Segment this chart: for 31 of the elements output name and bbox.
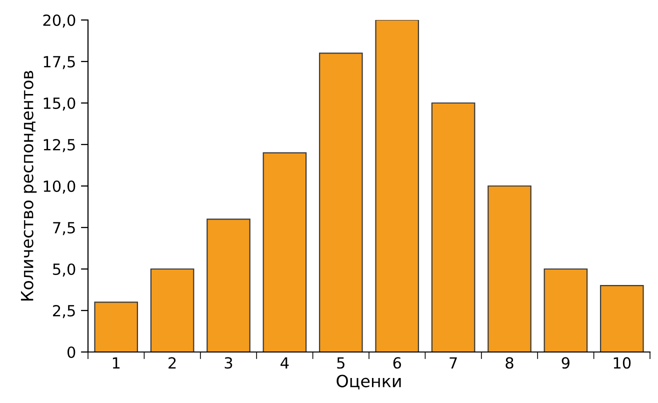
y-tick-label: 12,5 xyxy=(44,138,75,152)
y-tick-label: 0 xyxy=(67,346,76,358)
x-tick-label: 4 xyxy=(280,357,289,368)
x-tick-label: 9 xyxy=(562,357,570,369)
x-tick-label: 5 xyxy=(337,357,344,369)
x-tick-label: 7 xyxy=(450,357,457,368)
bar xyxy=(375,20,420,352)
y-tick-label: 2,5 xyxy=(53,304,75,318)
bar xyxy=(150,268,194,352)
y-tick-label: 7,5 xyxy=(53,222,75,236)
bar xyxy=(431,102,476,352)
y-tick-label: 20,0 xyxy=(43,14,76,28)
x-tick-label: 3 xyxy=(224,357,232,369)
bar xyxy=(94,302,138,352)
bar xyxy=(488,185,532,352)
y-tick-label: 5,0 xyxy=(53,263,76,277)
y-axis-title: Количество респондентов xyxy=(21,70,37,300)
y-tick-label: 15,0 xyxy=(44,97,76,111)
bar xyxy=(262,152,307,352)
bar xyxy=(544,268,588,352)
x-tick-label: 2 xyxy=(168,357,176,368)
y-tick-label: 17,5 xyxy=(44,56,75,70)
bar xyxy=(206,218,250,352)
x-tick-label: 10 xyxy=(614,357,631,369)
x-tick-label: 8 xyxy=(506,357,514,369)
x-tick-label: 1 xyxy=(112,357,120,368)
x-axis-title: Оценки xyxy=(336,374,401,390)
bar xyxy=(318,52,363,352)
x-tick-label: 6 xyxy=(393,357,401,369)
bar xyxy=(600,285,644,352)
y-tick-label: 10,0 xyxy=(44,180,76,194)
